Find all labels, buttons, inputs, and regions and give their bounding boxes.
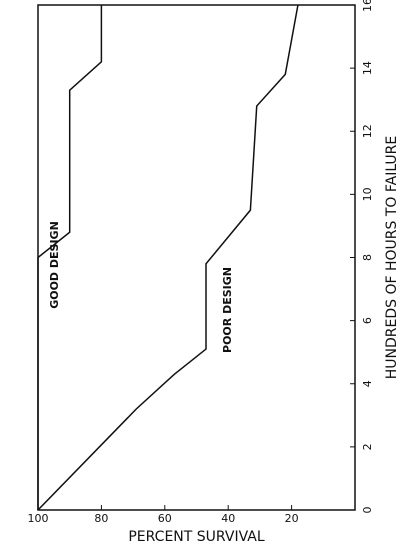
series-annotation: GOOD DESIGN [48, 221, 61, 309]
rotated-plot: 0 2 4 6 8 10 12 14 16 HUNDREDS OF HOURS TO FAILUR… [28, 0, 401, 545]
x-tick-label: 12 [361, 124, 374, 138]
data-line [37, 4, 299, 511]
plot-frame [37, 4, 356, 511]
x-tick-label: 14 [361, 61, 374, 75]
data-line [37, 5, 103, 510]
y-tick-label: 80 [94, 512, 108, 525]
x-tick-label: 16 [361, 0, 374, 12]
x-tick-label: 4 [361, 380, 374, 387]
x-tick-label: 8 [361, 254, 374, 261]
y-tick-label: 100 [28, 512, 49, 525]
y-axis-title: PERCENT SURVIVAL [128, 529, 264, 545]
y-tick-label: 60 [158, 512, 172, 525]
y-tick-label: 20 [285, 512, 299, 525]
x-tick-label: 0 [361, 507, 374, 514]
y-tick-label: 40 [221, 512, 235, 525]
x-tick-label: 6 [361, 317, 374, 324]
x-axis-title: HUNDREDS OF HOURS TO FAILURE [384, 136, 400, 380]
x-tick-label: 10 [361, 187, 374, 201]
series-annotation: POOR DESIGN [221, 267, 234, 353]
x-tick-label: 2 [361, 443, 374, 450]
